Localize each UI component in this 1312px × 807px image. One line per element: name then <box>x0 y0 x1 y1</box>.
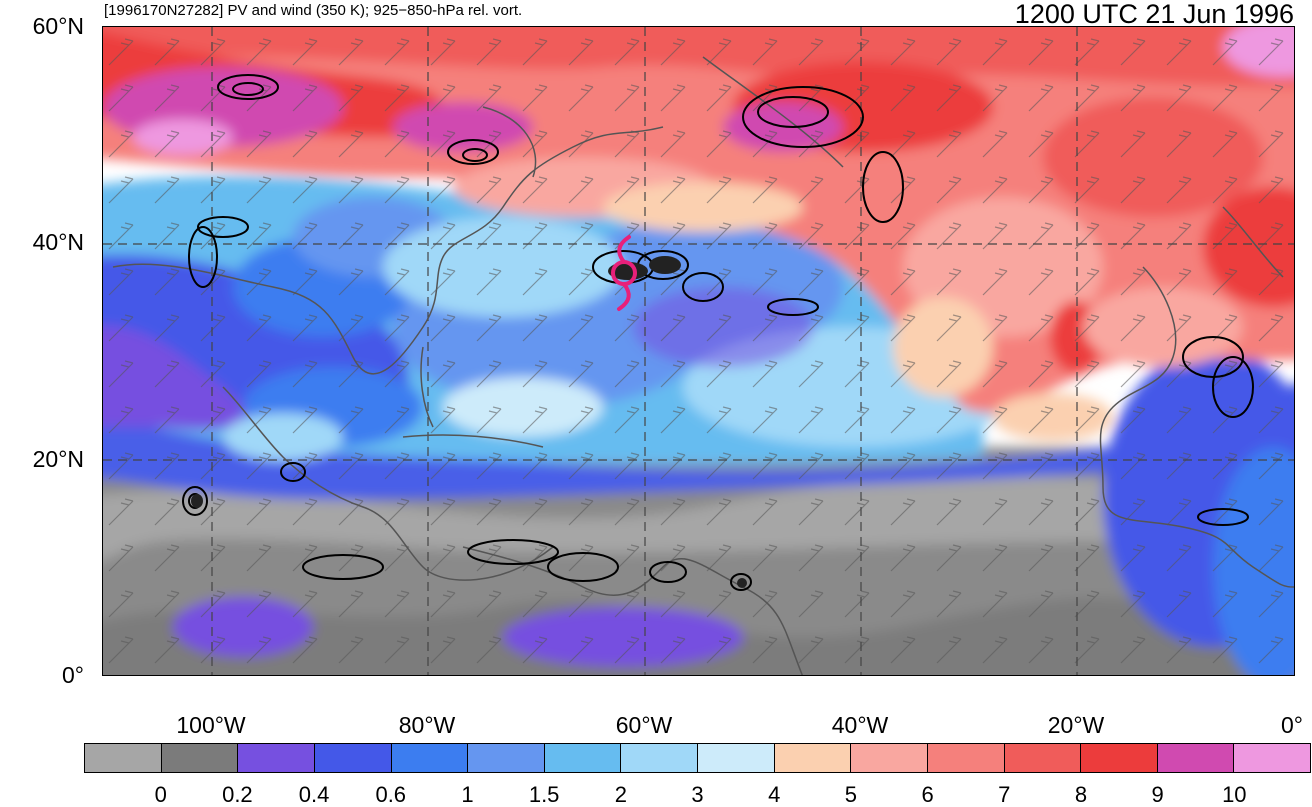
coastlines <box>112 56 1294 675</box>
colorbar-box <box>851 744 928 772</box>
colorbar-label: 0.4 <box>298 782 330 807</box>
colorbar-box <box>698 744 775 772</box>
pv-map <box>103 27 1294 675</box>
valid-time: 1200 UTC 21 Jun 1996 <box>1014 0 1294 29</box>
colorbar-label: 9 <box>1151 782 1164 807</box>
colorbar-label: 10 <box>1222 782 1247 807</box>
colorbar-box <box>1081 744 1158 772</box>
colorbar-label: 8 <box>1074 782 1088 807</box>
colorbar-label: 6 <box>921 782 934 807</box>
colorbar-label: 1.5 <box>528 782 560 807</box>
colorbar-box <box>85 744 162 772</box>
map-panel <box>102 26 1295 676</box>
colorbar-label: 4 <box>768 782 781 807</box>
colorbar-box <box>1234 744 1310 772</box>
wind-barbs <box>103 27 1294 675</box>
colorbar-box <box>314 744 392 772</box>
plot-title: [1996170N27282] PV and wind (350 K); 925… <box>104 2 523 19</box>
colorbar-label: 3 <box>691 782 704 807</box>
colorbar-box <box>544 744 622 772</box>
graticule <box>103 27 1294 675</box>
lon-label-20w: 20°W <box>1047 712 1105 738</box>
colorbar-label: 0.6 <box>375 782 407 807</box>
lat-label-0: 0° <box>62 662 84 688</box>
colorbar-label: 2 <box>614 782 627 807</box>
lon-label-80w: 80°W <box>398 712 456 738</box>
lon-label-0: 0° <box>1281 712 1303 738</box>
colorbar-box <box>927 744 1005 772</box>
vorticity-maxima <box>191 256 747 588</box>
colorbar-box <box>161 744 239 772</box>
lon-label-60w: 60°W <box>615 712 673 738</box>
lat-label-60n: 60°N <box>32 13 84 39</box>
lat-label-20n: 20°N <box>32 446 84 472</box>
colorbar-label: 7 <box>998 782 1011 807</box>
colorbar-box <box>621 744 698 772</box>
colorbar-label: 0 <box>154 782 167 807</box>
lon-label-100w: 100°W <box>176 712 246 738</box>
colorbar <box>84 743 1311 773</box>
colorbar-box <box>391 744 469 772</box>
tropical-storm-symbol <box>611 235 637 311</box>
colorbar-label: 5 <box>844 782 857 807</box>
vorticity-contours <box>182 74 1254 591</box>
lat-label-40n: 40°N <box>32 229 84 255</box>
colorbar-box <box>238 744 315 772</box>
colorbar-box <box>468 744 545 772</box>
colorbar-label: 1 <box>461 782 474 807</box>
colorbar-box <box>774 744 852 772</box>
colorbar-box <box>1004 744 1082 772</box>
colorbar-label: 0.2 <box>222 782 253 807</box>
colorbar-box <box>1157 744 1235 772</box>
lon-label-40w: 40°W <box>831 712 889 738</box>
